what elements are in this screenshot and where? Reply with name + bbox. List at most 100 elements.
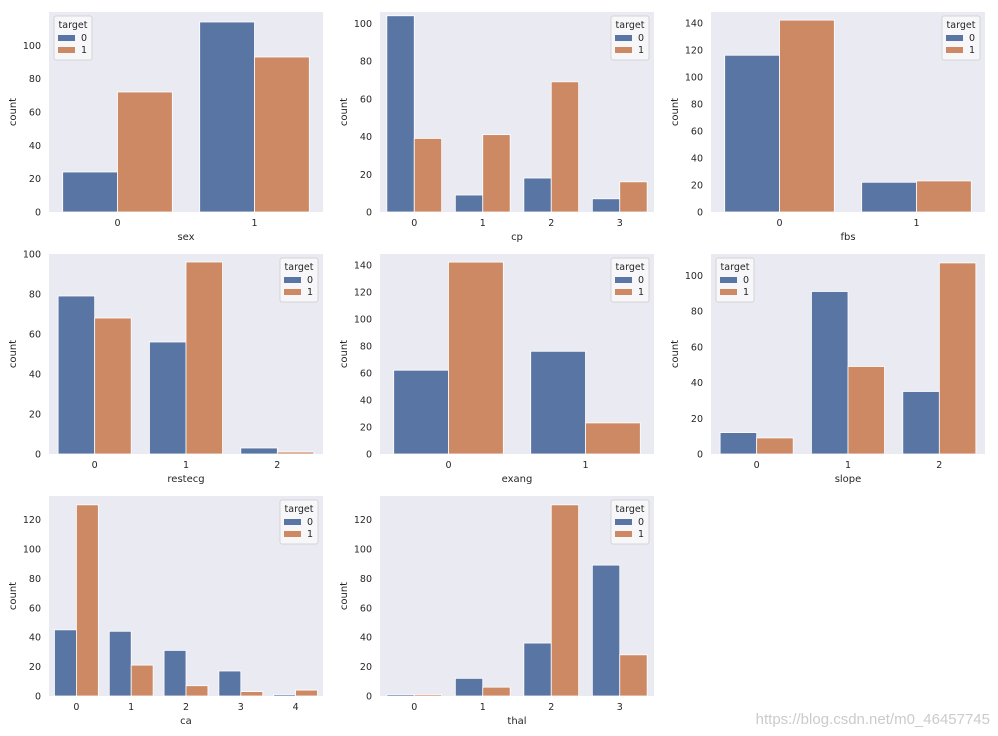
y-tick-label: 100 [685, 271, 703, 282]
legend-title: target [285, 504, 314, 515]
bar-restecg-1-target-1 [185, 261, 223, 455]
legend-swatch-1 [615, 47, 632, 53]
bar-ca-3-target-1 [240, 691, 264, 697]
legend-label-1: 1 [743, 287, 749, 298]
x-tick-label: 3 [617, 702, 623, 713]
y-tick-label: 120 [23, 515, 41, 526]
x-tick-label: 1 [480, 702, 486, 713]
y-tick-label: 20 [360, 662, 372, 673]
legend: target 01 [610, 499, 650, 545]
y-tick-label: 0 [35, 692, 41, 703]
y-tick-label: 20 [691, 414, 703, 425]
legend: target 01 [279, 257, 319, 303]
legend-label-1: 1 [81, 45, 87, 56]
legend-swatch-1 [615, 531, 632, 537]
bar-restecg-0-target-0 [57, 295, 96, 455]
bar-thal-1-target-0 [454, 677, 484, 697]
bar-fbs-0-target-0 [724, 54, 780, 213]
bar-ca-2-target-1 [185, 685, 209, 697]
x-axis-label: restecg [167, 474, 204, 485]
bar-cp-1-target-1 [482, 134, 511, 213]
bar-sex-1-target-0 [199, 21, 255, 213]
bar-ca-3-target-0 [218, 670, 242, 697]
y-tick-label: 100 [23, 250, 41, 261]
bar-restecg-1-target-0 [149, 341, 187, 455]
x-axis-label: ca [180, 716, 192, 727]
x-tick-label: 0 [445, 460, 451, 471]
x-axis-label: thal [507, 716, 526, 727]
legend-label-0: 0 [638, 275, 644, 286]
legend-label-0: 0 [307, 275, 313, 286]
bar-thal-3-target-1 [619, 654, 648, 697]
y-tick-label: 140 [354, 260, 372, 271]
x-tick-label: 0 [411, 702, 417, 713]
x-tick-label: 0 [411, 218, 417, 229]
bar-cp-0-target-1 [413, 138, 443, 213]
y-tick-label: 20 [29, 174, 41, 185]
legend-swatch-1 [284, 531, 301, 537]
bar-slope-1-target-0 [811, 291, 849, 455]
y-tick-label: 40 [691, 378, 703, 389]
y-tick-label: 80 [29, 574, 41, 585]
x-tick-label: 2 [936, 460, 942, 471]
y-axis-label: count [670, 98, 681, 126]
x-tick-label: 1 [251, 218, 257, 229]
x-tick-label: 1 [582, 460, 588, 471]
x-tick-label: 0 [776, 218, 782, 229]
bar-cp-0-target-0 [386, 15, 415, 213]
x-tick-label: 0 [92, 460, 98, 471]
y-axis-label: count [339, 340, 350, 368]
y-tick-label: 0 [366, 450, 372, 461]
bar-sex-1-target-1 [254, 56, 310, 213]
x-tick-label: 3 [617, 218, 623, 229]
watermark-text: https://blog.csdn.net/m0_46457745 [755, 711, 990, 728]
bar-sex-0-target-1 [117, 91, 173, 213]
legend-label-1: 1 [307, 287, 313, 298]
x-tick-label: 2 [274, 460, 280, 471]
legend-swatch-1 [946, 47, 963, 53]
y-axis-label: count [8, 98, 19, 126]
bar-ca-4-target-1 [295, 689, 318, 697]
bar-thal-0-target-0 [386, 694, 415, 697]
y-axis-label: count [339, 98, 350, 126]
bar-exang-0-target-1 [448, 261, 504, 455]
y-tick-label: 60 [360, 368, 372, 379]
y-tick-label: 100 [685, 72, 703, 83]
y-tick-label: 20 [360, 422, 372, 433]
legend: target 01 [610, 15, 650, 61]
y-tick-label: 100 [23, 544, 41, 555]
legend: target 01 [941, 15, 981, 61]
y-tick-label: 0 [366, 208, 372, 219]
y-tick-label: 40 [29, 633, 41, 644]
bar-ca-0-target-0 [54, 629, 77, 697]
bar-cp-3-target-0 [591, 198, 621, 213]
x-axis-label: slope [835, 474, 862, 485]
y-tick-label: 40 [360, 633, 372, 644]
bar-fbs-0-target-1 [779, 19, 835, 213]
x-axis-label: exang [502, 474, 533, 485]
legend-title: target [616, 262, 645, 273]
legend-swatch-0 [284, 277, 301, 283]
bar-thal-2-target-0 [523, 642, 552, 697]
legend: target 01 [53, 15, 93, 61]
legend-swatch-0 [615, 519, 632, 525]
bar-restecg-2-target-1 [276, 451, 315, 455]
x-axis-label: sex [177, 232, 194, 243]
x-tick-label: 1 [913, 218, 919, 229]
y-tick-label: 40 [360, 132, 372, 143]
bar-ca-0-target-1 [76, 504, 99, 697]
bar-ca-1-target-0 [108, 630, 132, 697]
x-tick-label: 0 [73, 702, 79, 713]
bar-exang-1-target-0 [530, 350, 586, 455]
legend-label-0: 0 [969, 33, 975, 44]
bar-sex-0-target-0 [62, 171, 118, 213]
y-tick-label: 40 [691, 153, 703, 164]
x-tick-label: 2 [548, 218, 554, 229]
bar-fbs-1-target-0 [861, 181, 917, 213]
y-tick-label: 80 [360, 57, 372, 68]
bar-exang-1-target-1 [585, 422, 641, 455]
